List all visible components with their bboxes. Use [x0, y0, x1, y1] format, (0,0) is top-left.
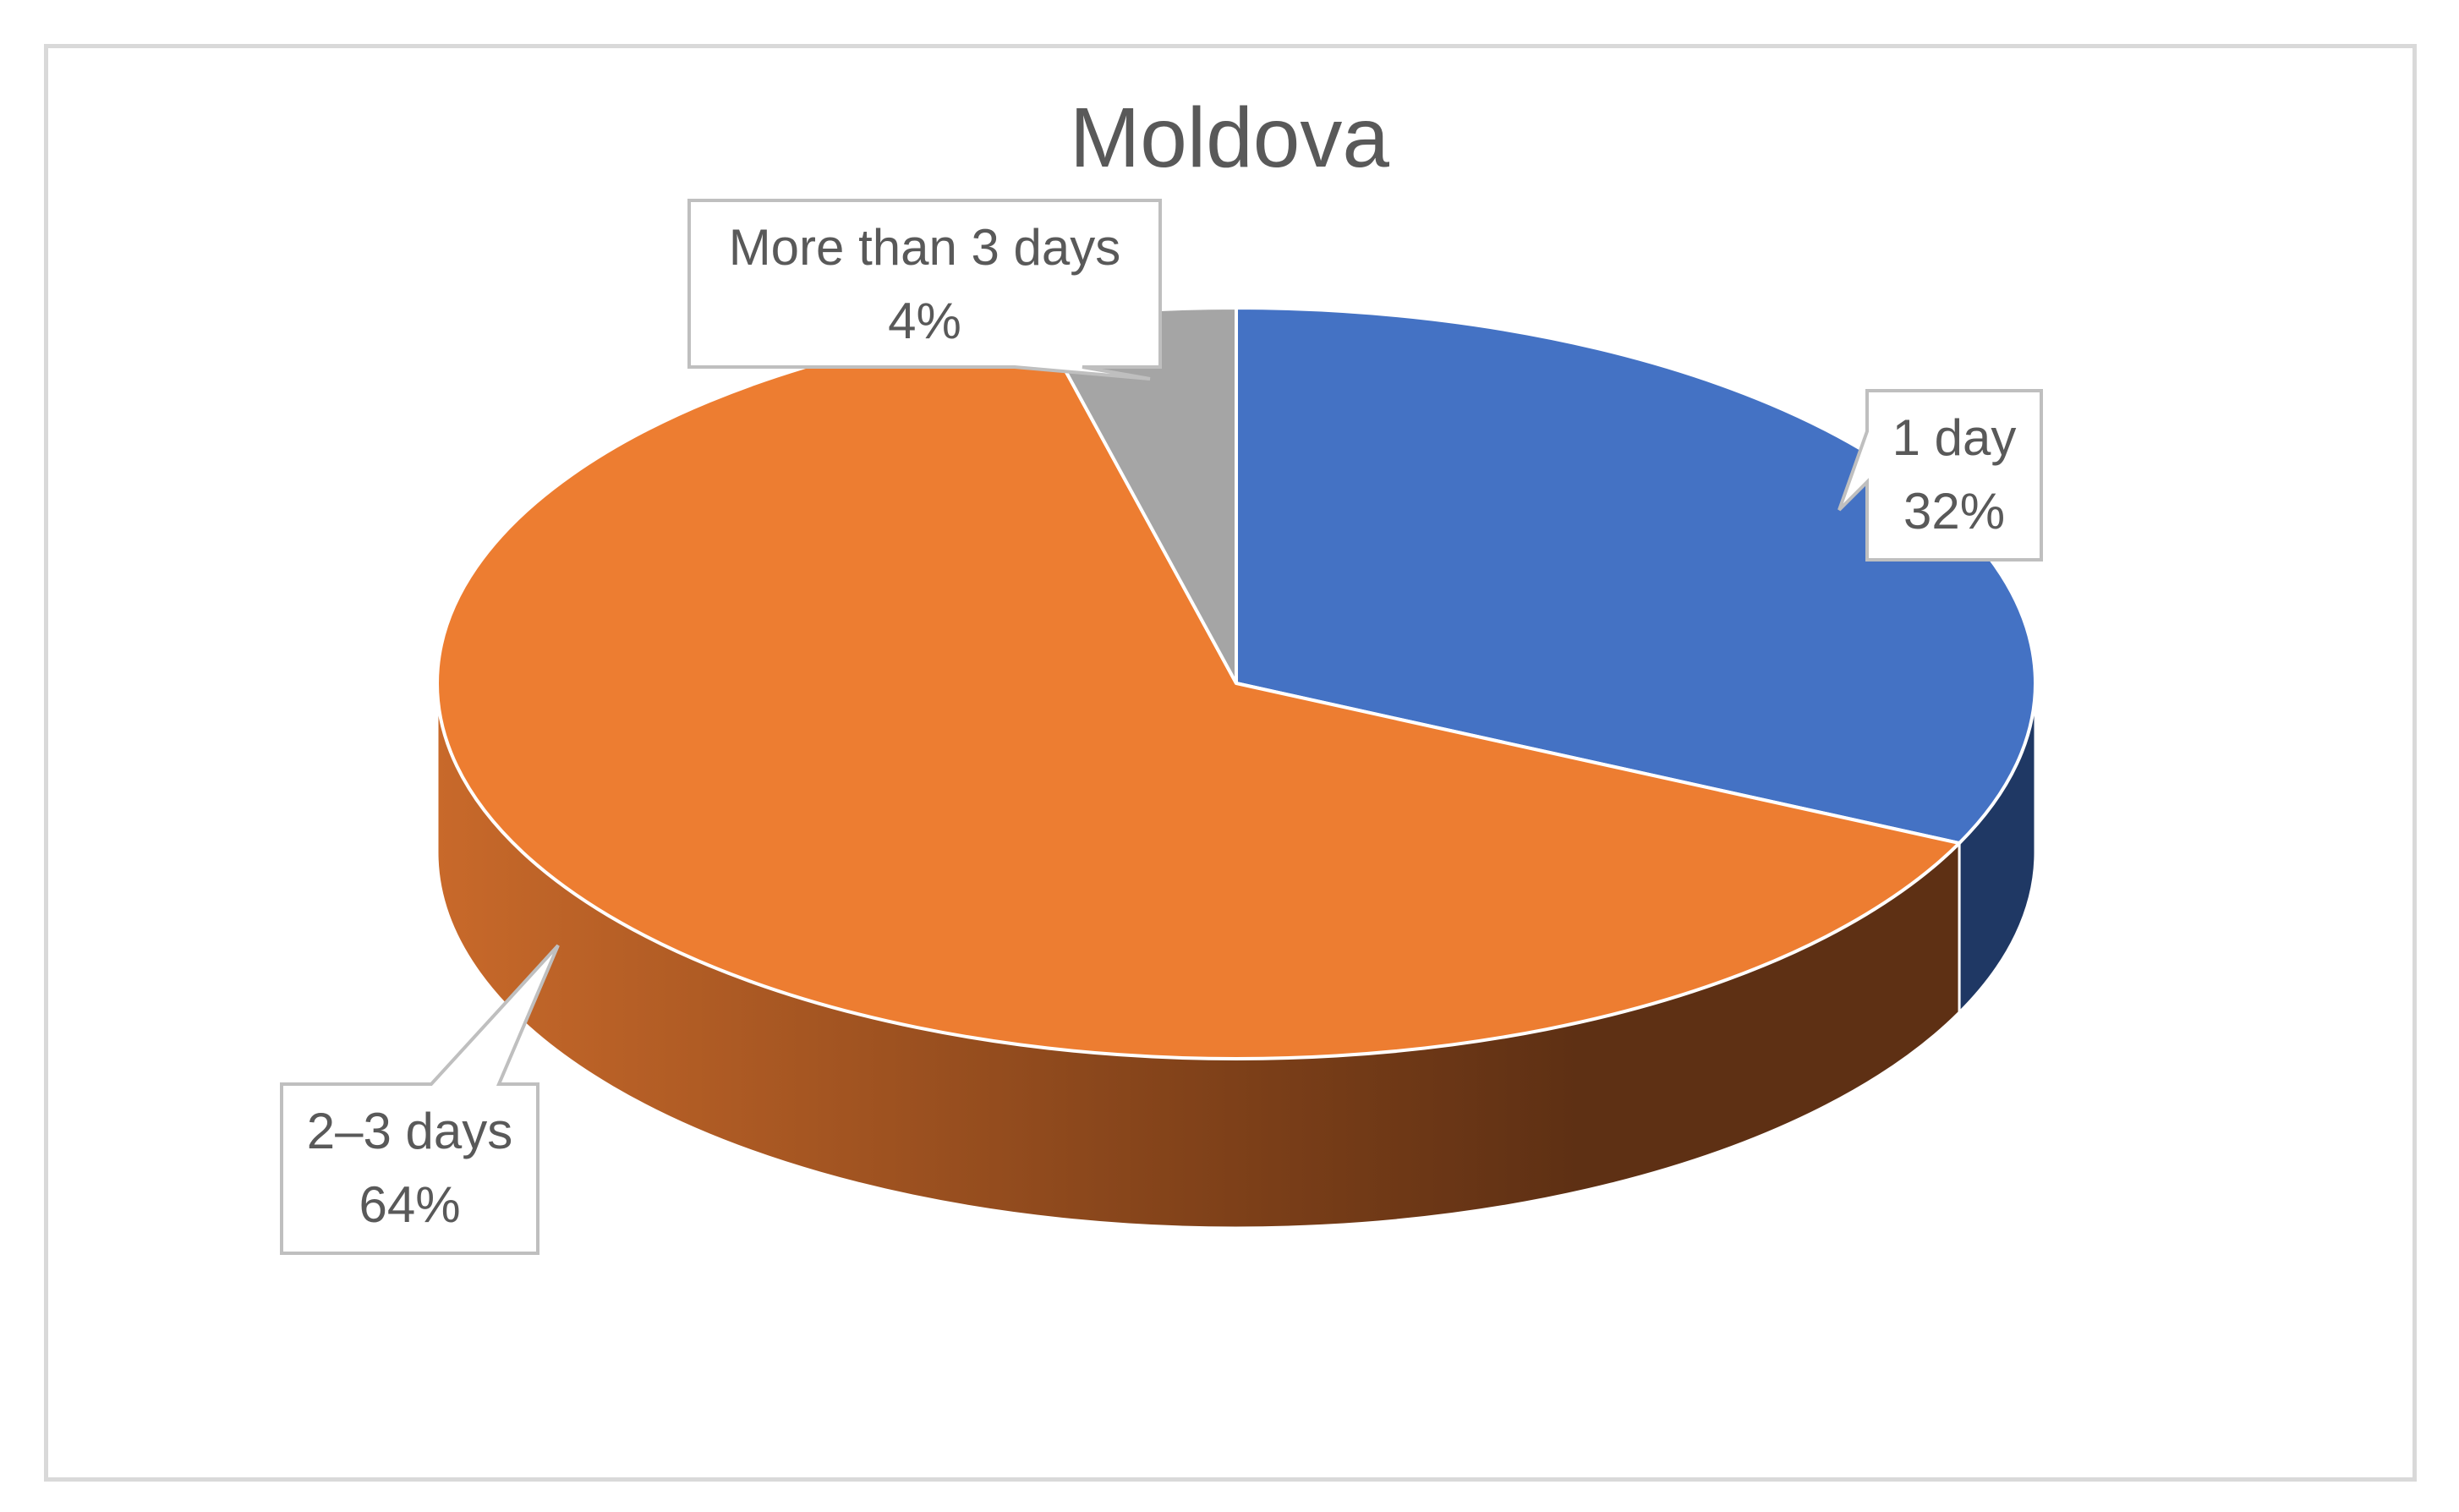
callout-box-more-than-3-days — [687, 199, 1162, 381]
data-label-value: 4% — [888, 293, 961, 349]
chart-frame — [44, 44, 2417, 1482]
data-label-1-day: 1 day 32% — [1867, 401, 2041, 548]
data-label-category: More than 3 days — [728, 219, 1121, 276]
pie-top — [435, 306, 2037, 1060]
callout-box-2-3-days — [280, 944, 560, 1255]
data-label-category: 1 day — [1892, 409, 2017, 466]
data-label-value: 64% — [359, 1176, 461, 1233]
pie-slice-2-3-days — [435, 317, 1962, 1060]
data-label-more-than-3-days: More than 3 days 4% — [689, 211, 1160, 358]
data-label-value: 32% — [1903, 483, 2006, 540]
callout-box-1-day — [1837, 389, 2043, 562]
pie-callouts — [280, 199, 2043, 1255]
data-label-category: 2–3 days — [306, 1103, 513, 1159]
data-label-2-3-days: 2–3 days 64% — [282, 1094, 538, 1241]
chart-title: Moldova — [1070, 90, 1389, 185]
